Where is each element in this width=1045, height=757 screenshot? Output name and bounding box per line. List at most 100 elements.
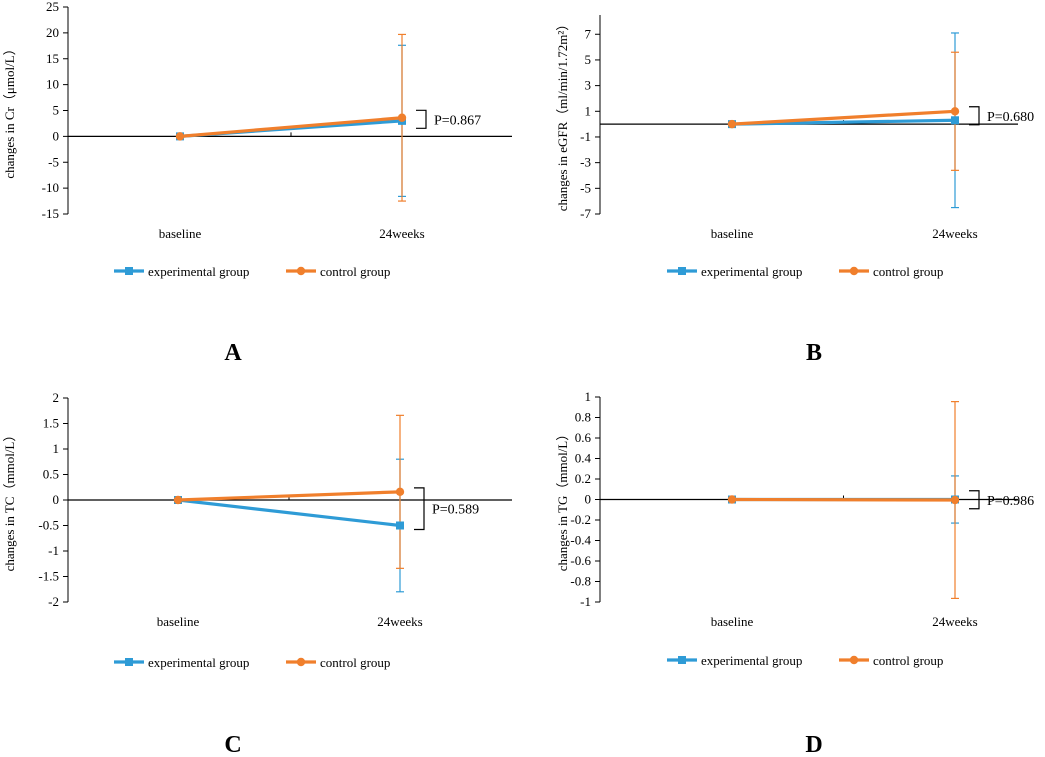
series-line-control — [731, 109, 956, 126]
y-axis-title: changes in eGFR（ml/min/1.72m²） — [555, 18, 570, 211]
chart-panel-a: -15 -10 -5 0 5 10 15 20 25 baseline 24weeks changes… — [2, 0, 512, 366]
y-tick-label: 0 — [53, 492, 60, 507]
y-tick-label: -0.8 — [570, 574, 591, 589]
y-tick-label: 7 — [585, 26, 592, 41]
y-tick-label: 20 — [46, 25, 59, 40]
p-value-annotation: P=0.589 — [432, 503, 479, 518]
y-tick-label: -1.5 — [38, 569, 59, 584]
y-tick-label: -0.6 — [570, 553, 591, 568]
y-tick-label: 5 — [53, 103, 60, 118]
y-tick-label: 0.4 — [575, 451, 592, 466]
significance-bracket — [969, 490, 980, 510]
y-tick-label: 0.8 — [575, 410, 591, 425]
y-tick-label: -1 — [580, 129, 591, 144]
y-tick-label: -7 — [580, 206, 591, 221]
legend-label-experimental: experimental group — [148, 264, 249, 279]
series-line-control — [177, 490, 401, 502]
y-tick-label: 2 — [53, 390, 60, 405]
data-point-experimental — [951, 116, 959, 125]
y-tick-label: 0 — [53, 128, 60, 143]
chart-panel-b: -7 -5 -3 -1 1 3 5 7 baseline 24weeks changes in eG… — [555, 15, 1034, 366]
y-axis-title: changes in Cr（μmol/L） — [2, 42, 17, 178]
y-tick-label: -1 — [48, 543, 59, 558]
y-tick-label: 1 — [585, 103, 592, 118]
legend-label-experimental: experimental group — [701, 264, 802, 279]
data-point-control — [950, 107, 960, 116]
legend-marker-square — [125, 267, 133, 275]
chart-panel-d: -1 -0.8 -0.6 -0.4 -0.2 0 0.2 0.4 0.6 0.8 1 baseline… — [555, 389, 1034, 757]
data-point-control — [950, 495, 960, 505]
panel-label-c: C — [224, 732, 241, 757]
y-tick-label: 3 — [585, 78, 592, 93]
legend: experimental group control group — [114, 655, 390, 670]
x-category-label: baseline — [157, 614, 200, 629]
legend-marker-square — [678, 656, 686, 664]
y-tick-label: 1 — [585, 389, 592, 404]
y-axis-title: changes in TC（mmol/L） — [2, 429, 17, 572]
y-tick-label: 0.5 — [43, 467, 59, 482]
legend-marker-square — [678, 267, 686, 275]
x-category-label: baseline — [159, 226, 202, 241]
series-line-control — [731, 497, 956, 502]
x-category-label: 24weeks — [379, 226, 425, 241]
data-point-control — [727, 119, 737, 129]
legend-marker-square — [125, 658, 133, 666]
y-tick-label: -1 — [580, 594, 591, 609]
data-point-experimental — [396, 521, 404, 530]
p-value-annotation: P=0.680 — [987, 110, 1034, 125]
panel-label-b: B — [806, 340, 822, 366]
y-tick-label: 25 — [46, 0, 59, 14]
x-category-label: baseline — [711, 614, 754, 629]
y-axis-title: changes in TG（mmol/L） — [555, 428, 570, 571]
panel-label-d: D — [805, 732, 822, 757]
legend-label-control: control group — [873, 653, 943, 668]
series-line-control — [179, 116, 403, 138]
legend: experimental group control group — [667, 264, 943, 279]
legend-label-control: control group — [320, 655, 390, 670]
x-category-label: 24weeks — [932, 226, 978, 241]
legend: experimental group control group — [667, 653, 943, 668]
legend-label-control: control group — [320, 264, 390, 279]
p-value-annotation: P=0.986 — [987, 494, 1034, 509]
y-tick-label: -0.5 — [38, 518, 59, 533]
y-tick-label: 5 — [585, 52, 592, 67]
legend-marker-circle — [296, 266, 306, 276]
data-point-control — [727, 495, 737, 504]
y-tick-label: 0.2 — [575, 471, 591, 486]
y-tick-label: -3 — [580, 155, 591, 170]
y-tick-label: -15 — [42, 206, 59, 221]
significance-bracket — [969, 106, 980, 126]
x-category-label: 24weeks — [932, 614, 978, 629]
y-tick-label: -10 — [42, 180, 59, 195]
legend-label-experimental: experimental group — [148, 655, 249, 670]
y-tick-label: -5 — [580, 180, 591, 195]
legend-label-experimental: experimental group — [701, 653, 802, 668]
chart-panel-c: -2 -1.5 -1 -0.5 0 0.5 1 1.5 2 baseline 24weeks chan… — [2, 390, 512, 757]
y-tick-label: 1 — [53, 441, 60, 456]
legend-marker-circle — [849, 655, 859, 665]
data-point-control — [397, 113, 407, 122]
y-tick-label: -0.4 — [570, 533, 591, 548]
y-tick-label: 0 — [585, 492, 592, 507]
p-value-annotation: P=0.867 — [434, 113, 481, 128]
significance-bracket — [414, 487, 425, 531]
x-category-label: baseline — [711, 226, 754, 241]
x-category-label: 24weeks — [377, 614, 423, 629]
significance-bracket — [416, 109, 427, 129]
y-tick-label: -5 — [48, 154, 59, 169]
y-tick-label: -2 — [48, 594, 59, 609]
data-point-control — [175, 132, 185, 141]
legend-marker-circle — [849, 266, 859, 276]
y-tick-label: 0.6 — [575, 430, 592, 445]
panel-label-a: A — [224, 340, 242, 366]
data-point-control — [395, 487, 405, 497]
y-tick-label: 10 — [46, 77, 59, 92]
y-tick-label: 15 — [46, 51, 59, 66]
y-tick-label: -0.2 — [570, 512, 591, 527]
y-tick-label: 1.5 — [43, 416, 59, 431]
series-line-experimental — [177, 498, 401, 528]
data-point-control — [173, 495, 183, 505]
legend: experimental group control group — [114, 264, 390, 279]
legend-marker-circle — [296, 657, 306, 667]
